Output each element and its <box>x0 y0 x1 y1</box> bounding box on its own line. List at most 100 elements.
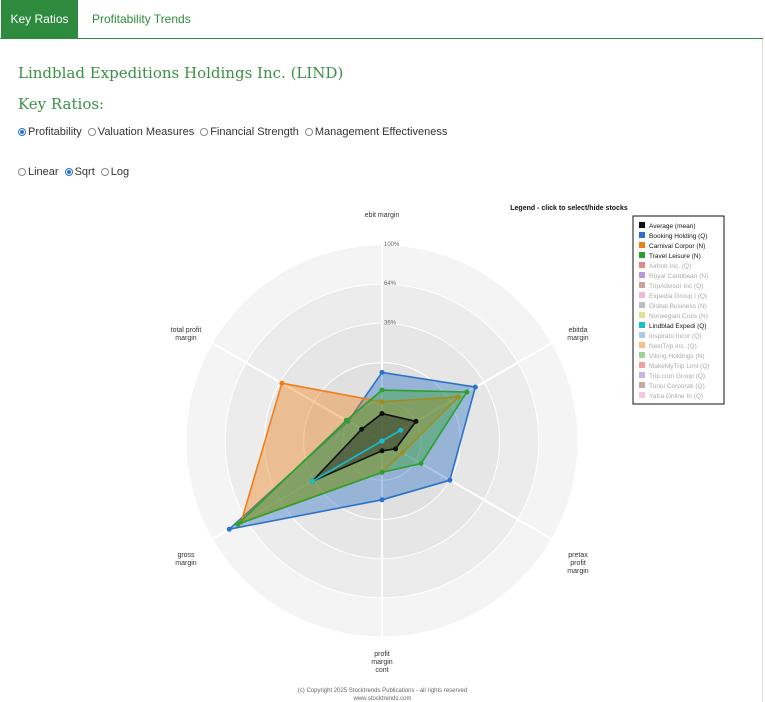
legend-swatch[interactable] <box>639 352 645 358</box>
data-point <box>393 446 399 452</box>
legend-swatch[interactable] <box>639 392 645 398</box>
legend-item[interactable]: MakeMyTrip Limi (Q) <box>649 363 709 370</box>
tab-key-ratios[interactable]: Key Ratios <box>1 0 78 39</box>
radio-button[interactable] <box>100 168 109 176</box>
axis-line <box>381 335 565 442</box>
legend-swatch[interactable] <box>639 302 645 308</box>
legend-item[interactable]: Booking Holding (Q) <box>649 233 708 240</box>
legend-swatch[interactable] <box>639 282 645 288</box>
legend-item[interactable]: Viking Holdings (N) <box>649 353 705 360</box>
data-point <box>413 418 419 424</box>
radio-button[interactable] <box>64 168 73 176</box>
legend-swatch[interactable] <box>639 322 645 328</box>
data-point <box>379 497 385 503</box>
data-point <box>399 450 405 456</box>
ring-label: 100% <box>384 242 400 248</box>
data-point <box>379 399 385 405</box>
tab-profitability-trends[interactable]: Profitability Trends <box>92 12 191 26</box>
axis-line <box>381 440 565 547</box>
data-point <box>226 526 232 532</box>
radar-chart: 100% 64% 36% ebit margin ebitda margin pretax p… <box>171 205 725 674</box>
radio-label: Log <box>110 166 130 178</box>
axis-label: pretax profit margin <box>567 552 589 575</box>
data-point <box>379 411 385 417</box>
data-point <box>379 387 385 393</box>
data-point <box>343 417 349 423</box>
radio-sqrt[interactable]: Sqrt <box>64 166 95 178</box>
scale-options: Linear Sqrt Log <box>18 166 135 178</box>
legend-item[interactable]: Yatra Online In (Q) <box>649 393 703 400</box>
legend-item[interactable]: TripAdvisor Inc (Q) <box>649 283 703 290</box>
axis-label: profit margin cont <box>371 651 393 674</box>
legend-item[interactable]: Global Business (N) <box>649 303 707 310</box>
ring-label: 36% <box>384 320 397 326</box>
legend-item[interactable]: Lindblad Expedi (Q) <box>649 323 706 330</box>
axis-label: total profit margin <box>171 327 202 342</box>
ring-label: 64% <box>384 281 397 287</box>
data-point <box>398 427 404 433</box>
data-point <box>379 469 385 475</box>
legend-item[interactable]: Tuniu Corporati (Q) <box>649 383 705 390</box>
legend-item[interactable]: NextTrip Inc. (Q) <box>649 343 697 350</box>
axis-label: ebitda margin <box>567 327 589 342</box>
data-point <box>464 389 470 395</box>
legend-item[interactable]: Norwegian Cruis (N) <box>649 313 708 320</box>
legend-swatch[interactable] <box>639 272 645 278</box>
data-point <box>379 448 385 454</box>
legend-item[interactable]: Travel Leisure (N) <box>649 253 701 260</box>
radio-button[interactable] <box>87 128 96 136</box>
legend-swatch[interactable] <box>639 382 645 388</box>
legend-swatch[interactable] <box>639 342 645 348</box>
data-point <box>309 478 315 484</box>
legend-item[interactable]: Royal Caribbean (N) <box>649 273 708 280</box>
company-title: Lindblad Expeditions Holdings Inc. (LIND… <box>18 64 344 82</box>
legend-swatch[interactable] <box>639 292 645 298</box>
legend-item[interactable]: Airbnb Inc. (Q) <box>649 263 691 270</box>
radio-label: Management Effectiveness <box>314 126 448 138</box>
data-point <box>379 369 385 375</box>
radio-log[interactable]: Log <box>100 166 130 178</box>
legend-item[interactable]: Trip.com Group (Q) <box>649 373 705 380</box>
data-point <box>418 461 424 467</box>
axis-label: ebit margin <box>365 212 400 219</box>
legend-swatch[interactable] <box>639 232 645 238</box>
legend-swatch[interactable] <box>639 332 645 338</box>
legend-swatch[interactable] <box>639 312 645 318</box>
legend-title: Legend - click to select/hide stocks <box>510 205 628 212</box>
radio-profitability[interactable]: Profitability <box>18 126 82 138</box>
data-point <box>472 384 478 390</box>
legend-swatch[interactable] <box>639 262 645 268</box>
radio-label: Sqrt <box>74 166 95 178</box>
ratio-type-options: Profitability Valuation Measures Financi… <box>18 126 453 138</box>
radio-financial-strength[interactable]: Financial Strength <box>200 126 299 138</box>
legend-item[interactable]: Average (mean) <box>649 223 696 230</box>
radio-button[interactable] <box>200 128 209 136</box>
data-point <box>455 394 461 400</box>
radio-button[interactable] <box>18 128 26 136</box>
footer-site: www.stocktrends.com <box>353 696 412 702</box>
data-point <box>235 521 241 527</box>
legend-swatch[interactable] <box>639 242 645 248</box>
radio-linear[interactable]: Linear <box>18 166 59 178</box>
data-point <box>447 477 453 483</box>
radio-button[interactable] <box>304 128 313 136</box>
legend-item[interactable]: Inspirato Incor (Q) <box>649 333 701 340</box>
legend-swatch[interactable] <box>639 362 645 368</box>
radio-label: Financial Strength <box>210 126 299 138</box>
data-point <box>279 380 285 386</box>
panel-border <box>762 39 763 702</box>
legend-swatch[interactable] <box>639 252 645 258</box>
radio-button[interactable] <box>18 168 26 176</box>
radio-management-effectiveness[interactable]: Management Effectiveness <box>304 126 448 138</box>
legend-swatch[interactable] <box>639 372 645 378</box>
radio-label: Valuation Measures <box>97 126 195 138</box>
legend-box <box>632 215 725 405</box>
radio-valuation-measures[interactable]: Valuation Measures <box>87 126 195 138</box>
legend-item[interactable]: Carnival Corpor (N) <box>649 243 705 250</box>
legend-item[interactable]: Expedia Group I (Q) <box>649 293 707 300</box>
legend-swatch[interactable] <box>639 222 645 228</box>
axis-line <box>199 335 383 442</box>
radio-label: Linear <box>28 166 59 178</box>
data-point <box>379 438 385 444</box>
tab-bar: Key Ratios Profitability Trends <box>0 0 763 39</box>
